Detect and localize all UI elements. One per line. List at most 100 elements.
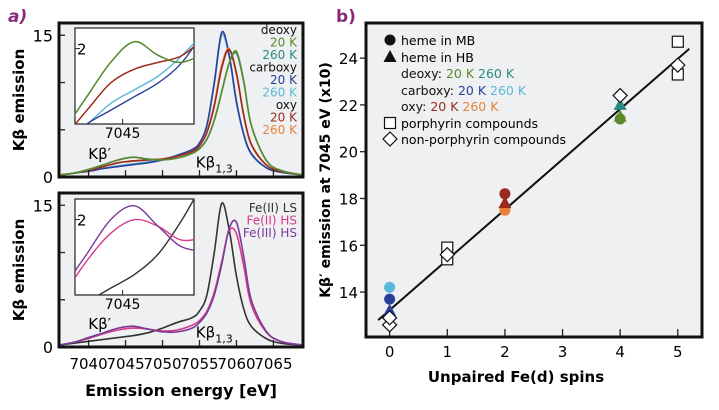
x-tick-label: 7045 [106, 355, 144, 373]
inset-line-oxy20 [75, 45, 194, 124]
x-tick-label: 0 [385, 343, 395, 361]
legend-text: carboxy: [401, 83, 458, 98]
data-point-circle [499, 188, 511, 200]
x-tick-label: 4 [615, 343, 625, 361]
legend-text: 20 K [430, 99, 462, 114]
legend-entry: 260 K [262, 48, 298, 62]
inset-line-fe2ls [97, 199, 194, 295]
data-point-diamond [381, 309, 398, 326]
inset-frame [74, 198, 195, 296]
panel-b-label: b) [336, 7, 356, 27]
y-axis-label: Kβ′ emission at 7045 eV (x10) [318, 62, 334, 298]
legend-mb: heme in MB [401, 33, 475, 48]
inset-frame [74, 27, 195, 125]
inset-y-tick-label: 2 [77, 41, 87, 59]
legend-marker-diamond [382, 131, 398, 147]
inset-y-tick-label: 2 [77, 212, 87, 230]
y-tick-label: 14 [339, 284, 358, 302]
legend-text: 260 K [478, 66, 515, 81]
legend-entry: 20 K [270, 36, 298, 50]
legend-entry: 20 K [270, 111, 298, 125]
x-axis-label: Emission energy [eV] [85, 381, 277, 400]
legend-entry: deoxy [261, 23, 297, 37]
data-point-circle [384, 281, 396, 293]
series-line-fe2ls [58, 202, 304, 346]
x-axis-label: Unpaired Fe(d) spins [428, 368, 604, 386]
legend-carboxy: carboxy: 20 K 260 K [401, 83, 527, 98]
plot-frame [364, 21, 704, 339]
inset-line-deoxy20 [75, 41, 194, 116]
plot-frame [57, 21, 305, 179]
x-tick-label: 3 [558, 343, 568, 361]
legend-entry: carboxy [249, 61, 297, 75]
inset-plot [75, 199, 194, 295]
inset-plot [75, 41, 194, 124]
panel-a-label: a) [8, 7, 27, 27]
y-tick-label: 18 [339, 190, 358, 208]
y-tick-label: 0 [43, 168, 53, 187]
x-tick-label: 5 [673, 343, 683, 361]
legend-porph: porphyrin compounds [401, 116, 538, 131]
y-tick-label: 20 [339, 144, 358, 162]
series-line-fe3hs [58, 219, 304, 346]
y-axis-label: Kβ emission [10, 219, 28, 322]
fit-line [377, 47, 690, 321]
legend-entry: Fe(II) LS [249, 201, 297, 215]
y-tick-label: 0 [43, 338, 53, 357]
plot-area [366, 23, 702, 337]
legend-text: deoxy: [401, 66, 446, 81]
legend-nonporph: non-porphyrin compounds [401, 132, 566, 147]
legend-text: 260 K [462, 99, 499, 114]
plot-frame [57, 191, 305, 349]
series-line-fe2hs [58, 227, 304, 346]
legend-deoxy: deoxy: 20 K 260 K [401, 66, 515, 81]
x-tick-label: 7060 [217, 355, 255, 373]
legend-text: oxy: [401, 99, 430, 114]
x-tick-label: 1 [442, 343, 452, 361]
legend-text: 260 K [490, 83, 527, 98]
legend-entry: Fe(III) HS [243, 226, 297, 240]
x-tick-label: 2 [500, 343, 510, 361]
legend-text: 20 K [446, 66, 478, 81]
inset-line-fe2hs [75, 218, 194, 280]
legend-entry: 260 K [262, 123, 298, 137]
series-line-oxy20 [58, 48, 304, 176]
x-tick-label: 7065 [254, 355, 292, 373]
x-tick-label: 7055 [180, 355, 218, 373]
x-tick-label: 7050 [143, 355, 181, 373]
legend-oxy: oxy: 20 K 260 K [401, 99, 499, 114]
y-tick-label: 22 [339, 97, 358, 115]
y-tick-label: 24 [339, 50, 358, 68]
data-point-triangle [498, 196, 512, 209]
annotation-subscript: 1,3 [215, 333, 233, 346]
inset-x-tick-label: 7045 [105, 297, 141, 313]
legend-entry: oxy [276, 98, 297, 112]
y-axis-label: Kβ emission [10, 49, 28, 152]
inset-line-carboxy20 [85, 45, 194, 124]
legend-marker-triangle [383, 50, 397, 62]
inset-line-fe3hs [75, 205, 194, 273]
legend-marker-square [383, 116, 397, 130]
x-tick-label: 7040 [69, 355, 107, 373]
data-point-triangle [383, 303, 397, 316]
data-point-square [671, 35, 684, 48]
y-tick-label: 16 [339, 237, 358, 255]
legend-entry: 20 K [270, 73, 298, 87]
annotation-kbeta-prime: Kβ′ [88, 145, 111, 163]
legend-entry: 260 K [262, 86, 298, 100]
data-point-diamond [439, 246, 456, 263]
inset-x-tick-label: 7045 [105, 126, 141, 142]
series-line-carboxy20 [58, 30, 304, 176]
inset-line-carboxy260 [85, 41, 194, 124]
legend-marker-circle [384, 34, 396, 46]
annotation-kbeta-prime: Kβ′ [88, 315, 111, 333]
series-line-deoxy20 [58, 49, 304, 176]
data-point-triangle [613, 97, 627, 110]
data-point-triangle [613, 109, 627, 122]
legend-hb: heme in HB [401, 50, 474, 65]
annotation-subscript: 1,3 [215, 163, 233, 176]
data-point-circle [384, 293, 396, 305]
legend-entry: Fe(II) HS [246, 214, 297, 228]
